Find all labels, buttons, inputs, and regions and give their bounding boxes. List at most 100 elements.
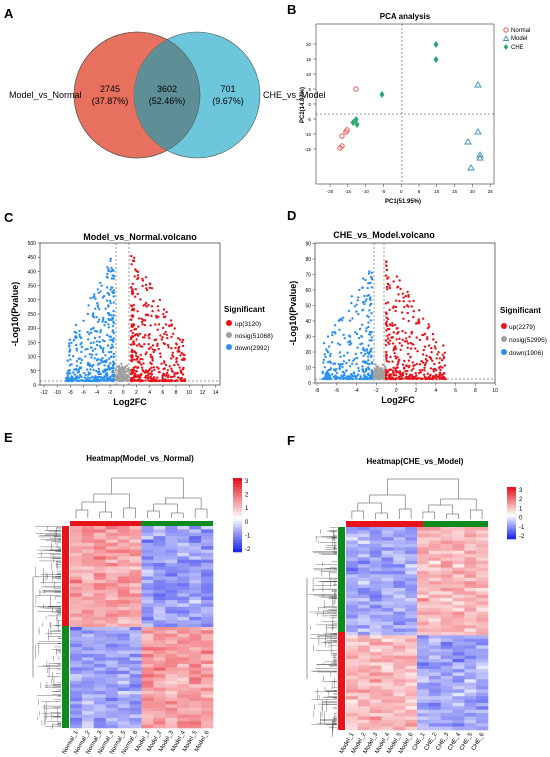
volcano-point-up [430,351,433,354]
heatmap-cell [381,713,394,717]
heatmap-cell [440,662,453,667]
heatmap-cell [381,689,394,694]
heatmap-cell [440,621,453,626]
volcano-point-down [106,266,109,269]
heatmap-cell [93,573,107,577]
heatmap-cell [177,714,190,719]
volcano-point-down [355,374,358,378]
heatmap-cell [177,664,190,668]
heatmap-cell [346,540,359,545]
volcano-point-down [369,302,373,305]
heatmap-cell [381,614,394,619]
heatmap-cell [476,547,489,551]
heatmap-cell [428,533,441,538]
volcano-point-down [333,324,337,327]
heatmap-cell [417,598,430,602]
heatmap-cell [357,635,370,639]
heatmap-cell [428,658,441,663]
volcano-point-up [404,295,408,298]
heatmap-cell [117,627,130,631]
heatmap-cell [165,552,178,557]
heatmap-cell [440,726,453,731]
heatmap-cell [440,598,453,602]
heatmap-cell [93,640,107,645]
volcano-point-up [396,327,399,330]
heatmap-cell [464,543,477,548]
volcano-point-up [141,336,145,339]
heatmap-cell [189,684,202,688]
volcano-point-down [112,289,116,292]
heatmap-cell [381,570,394,575]
volcano-point-up [423,332,427,335]
heatmap-cell [117,714,130,719]
volcano-point-up [418,371,421,375]
volcano-point-nosig [380,374,383,377]
heatmap-cell [476,604,489,609]
volcano-x-tick-label: -2 [374,388,379,394]
volcano-point-up [153,368,156,372]
volcano-point-down [75,367,78,371]
volcano-point-up [175,360,178,363]
venn-overlap-count: 3602 [157,84,177,94]
heatmap-cell [165,586,178,591]
volcano-point-down [112,295,115,298]
pca-point-model [474,128,482,135]
heatmap-cell [417,621,430,626]
volcano-point-up [157,367,160,370]
volcano-point-down [368,309,371,312]
volcano-point-down [331,373,334,376]
heatmap-cell [70,711,83,715]
heatmap-cell [70,657,83,661]
volcano-point-up [414,377,417,380]
heatmap-cell [346,726,359,731]
heatmap-cell [117,684,130,688]
heatmap-e-group-bar-model [141,521,213,526]
volcano-point-down [332,362,335,365]
heatmap-cell [177,721,190,725]
volcano-point-up [139,298,142,301]
heatmap-cell [476,554,489,558]
volcano-point-nosig [120,362,123,365]
volcano-point-up [147,304,150,307]
volcano-point-up [398,342,401,345]
heatmap-cell [165,526,178,530]
heatmap-cell [153,684,166,688]
volcano-point-down [111,364,115,367]
heatmap-cell [440,550,453,555]
volcano-point-up [149,361,152,364]
volcano-point-up [384,374,388,377]
heatmap-cell [428,560,441,565]
volcano-point-down [101,339,105,342]
heatmap-cell [357,686,370,690]
volcano-point-down [332,375,335,379]
volcano-point-up [159,334,162,337]
colorbar-tick-label: 3 [519,488,523,494]
heatmap-cell [177,677,190,682]
volcano-point-up [141,369,144,372]
volcano-x-tick-label: -4 [95,390,100,396]
heatmap-cell [381,648,394,653]
heatmap-cell [357,702,370,707]
heatmap-cell [117,690,130,695]
heatmap-cell [393,716,406,721]
heatmap-cell [177,552,190,557]
volcano-point-down [370,339,373,342]
heatmap-cell [393,587,406,592]
volcano-point-down [80,366,83,369]
volcano-point-up [443,351,446,354]
volcano-point-down [345,369,348,372]
volcano-point-up [397,361,400,365]
heatmap-cell [464,709,477,714]
heatmap-cell [464,611,477,616]
colorbar-tick-label: 1 [245,506,249,512]
volcano-point-down [89,346,93,349]
heatmap-cell [440,713,453,717]
volcano-point-up [151,348,154,351]
volcano-c-legend-up: up(3120) [235,321,261,328]
heatmap-cell [476,642,489,646]
heatmap-cell [405,679,418,683]
heatmap-cell [440,631,453,636]
heatmap-cell [381,608,394,612]
heatmap-cell [476,655,489,660]
volcano-point-down [321,370,324,373]
